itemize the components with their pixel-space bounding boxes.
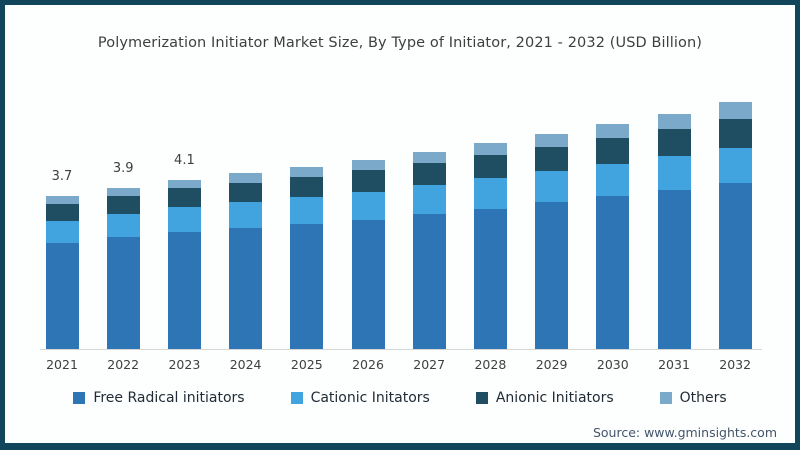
- segment-others-2023: [167, 179, 201, 189]
- segment-free-radical-initiators-2022: [106, 237, 140, 349]
- segment-others-2026: [351, 159, 385, 171]
- bar-2023: [167, 179, 201, 349]
- segment-anionic-initiators-2032: [718, 118, 752, 148]
- segment-free-radical-initiators-2032: [718, 182, 752, 349]
- x-tick-2022: 2022: [107, 357, 140, 372]
- segment-cationic-initators-2023: [167, 206, 201, 232]
- bar-2024: [229, 173, 263, 349]
- segment-free-radical-initiators-2027: [412, 214, 446, 349]
- x-tick-2026: 2026: [352, 357, 384, 372]
- segment-cationic-initators-2025: [290, 197, 324, 225]
- bar-2031: [657, 114, 691, 349]
- legend-swatch-icon: [659, 392, 672, 404]
- x-tick-2031: 2031: [658, 357, 690, 372]
- segment-others-2025: [290, 166, 324, 177]
- segment-free-radical-initiators-2026: [351, 219, 385, 349]
- x-tick-2021: 2021: [46, 357, 78, 372]
- bar-2026: [351, 159, 385, 349]
- segment-cationic-initators-2030: [596, 163, 630, 197]
- bar-2027: [412, 151, 446, 349]
- segment-cationic-initators-2028: [473, 178, 507, 209]
- segment-anionic-initiators-2030: [596, 138, 630, 164]
- segment-others-2031: [657, 114, 691, 130]
- data-label-2023: 4.1: [174, 152, 195, 168]
- legend-swatch-icon: [290, 392, 303, 404]
- segment-free-radical-initiators-2025: [290, 224, 324, 349]
- x-tick-2032: 2032: [719, 357, 752, 372]
- segment-anionic-initiators-2028: [473, 154, 507, 179]
- bar-2029: [535, 133, 569, 349]
- x-tick-2023: 2023: [168, 357, 201, 372]
- segment-others-2030: [596, 124, 630, 139]
- segment-cationic-initators-2026: [351, 191, 385, 220]
- segment-free-radical-initiators-2028: [473, 208, 507, 349]
- segment-cationic-initators-2024: [229, 201, 263, 228]
- segment-free-radical-initiators-2024: [229, 227, 263, 349]
- legend-item-others: Others: [659, 390, 727, 406]
- segment-free-radical-initiators-2031: [657, 189, 691, 349]
- segment-cationic-initators-2031: [657, 156, 691, 190]
- legend-label: Free Radical initiators: [93, 390, 245, 406]
- x-tick-2025: 2025: [290, 357, 323, 372]
- bar-2025: [290, 166, 324, 349]
- segment-others-2028: [473, 142, 507, 155]
- x-tick-2027: 2027: [413, 357, 446, 372]
- segment-others-2029: [535, 133, 569, 148]
- data-label-2022: 3.9: [112, 160, 134, 176]
- segment-anionic-initiators-2021: [45, 204, 79, 221]
- segment-anionic-initiators-2022: [106, 196, 140, 214]
- legend-item-cationic-initators: Cationic Initators: [290, 390, 430, 406]
- plot-area: 2021 3.7 2022 3.9 2023 4.1 2024 2025 2026 2027 202…: [5, 5, 795, 443]
- segment-others-2024: [229, 173, 263, 183]
- segment-free-radical-initiators-2030: [596, 196, 630, 349]
- source-attribution: Source: www.gminsights.com: [592, 425, 777, 440]
- segment-free-radical-initiators-2029: [535, 202, 569, 349]
- legend-item-anionic-initiators: Anionic Initiators: [475, 390, 614, 406]
- bar-2021: [45, 196, 79, 349]
- legend-swatch-icon: [475, 392, 488, 404]
- chart-title: Polymerization Initiator Market Size, By…: [97, 35, 703, 51]
- segment-anionic-initiators-2024: [229, 182, 263, 202]
- bar-2028: [473, 142, 507, 349]
- segment-cationic-initators-2027: [412, 185, 446, 215]
- bar-2030: [596, 124, 630, 349]
- segment-anionic-initiators-2031: [657, 129, 691, 157]
- bar-2022: [106, 187, 140, 349]
- segment-anionic-initiators-2026: [351, 170, 385, 192]
- segment-free-radical-initiators-2023: [167, 231, 201, 349]
- legend-label: Others: [679, 390, 727, 406]
- segment-cationic-initators-2022: [106, 213, 140, 238]
- legend-label: Anionic Initiators: [495, 390, 614, 406]
- segment-others-2022: [106, 187, 140, 197]
- legend-item-free-radical-initiators: Free Radical initiators: [73, 390, 245, 406]
- x-tick-2024: 2024: [229, 357, 262, 372]
- bar-2032: [718, 102, 752, 349]
- x-tick-2030: 2030: [596, 357, 629, 372]
- segment-free-radical-initiators-2021: [45, 243, 79, 349]
- legend-swatch-icon: [73, 392, 86, 404]
- x-tick-2029: 2029: [535, 357, 568, 372]
- x-tick-2028: 2028: [474, 357, 507, 372]
- data-label-2021: 3.7: [51, 169, 73, 185]
- segment-others-2032: [718, 102, 752, 119]
- segment-anionic-initiators-2029: [535, 147, 569, 171]
- segment-others-2027: [412, 151, 446, 163]
- segment-anionic-initiators-2023: [167, 188, 201, 207]
- x-axis-line: [40, 349, 762, 350]
- segment-others-2021: [45, 196, 79, 205]
- segment-anionic-initiators-2025: [290, 176, 324, 197]
- segment-cationic-initators-2021: [45, 220, 79, 244]
- segment-cationic-initators-2032: [718, 147, 752, 183]
- legend-label: Cationic Initators: [310, 390, 430, 406]
- segment-anionic-initiators-2027: [412, 162, 446, 186]
- legend: Free Radical initiators Cationic Initator…: [5, 390, 795, 406]
- segment-cationic-initators-2029: [535, 170, 569, 203]
